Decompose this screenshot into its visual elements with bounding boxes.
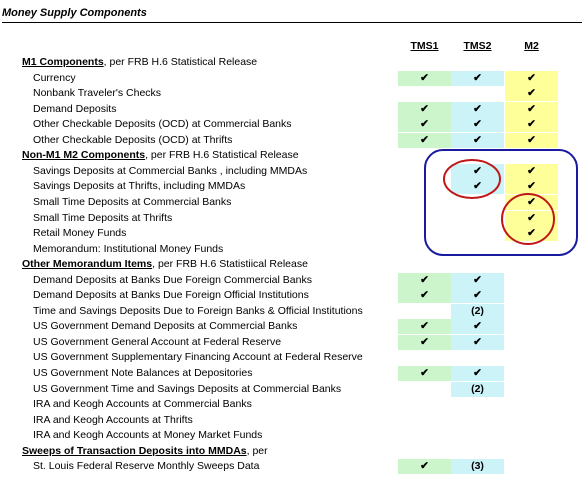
row-label: Demand Deposits at Banks Due Foreign Com…	[33, 273, 312, 286]
cell-mark: ✔	[398, 366, 451, 381]
cell-mark: ✔	[398, 101, 451, 117]
cell-mark: ✔	[398, 319, 451, 335]
cell-mark: ✔	[505, 86, 558, 102]
row-label: Retail Money Funds	[33, 227, 127, 240]
cell-mark: ✔	[398, 272, 451, 288]
section-heading: Non-M1 M2 Components, per FRB H.6 Statis…	[22, 148, 299, 162]
cell-mark: ✔	[451, 288, 504, 304]
section-heading: Other Memorandum Items, per FRB H.6 Stat…	[22, 257, 308, 271]
section-title: M1 Components	[22, 56, 104, 68]
cell-mark: ✔	[398, 459, 451, 475]
cell-mark: ✔	[451, 117, 504, 133]
section-title: Non-M1 M2 Components	[22, 149, 146, 162]
cell-mark: ✔	[505, 117, 558, 133]
section-heading: Sweeps of Transaction Deposits into MMDA…	[22, 444, 268, 458]
row-label: US Government Time and Savings Deposits …	[33, 382, 342, 395]
section-note: , per FRB H.6 Statistical Release	[145, 149, 299, 162]
cell-mark: ✔	[398, 334, 451, 350]
cell-mark: ✔	[451, 334, 504, 350]
cell-mark: ✔	[451, 366, 504, 381]
column-header: TMS2	[463, 40, 492, 52]
row-label: Savings Deposits at Thrifts, including M…	[33, 180, 246, 193]
section-title: Other Memorandum Items	[22, 258, 153, 271]
cell-mark: ✔	[505, 70, 558, 86]
cell-mark: ✔	[505, 226, 558, 242]
cell-mark: ✔	[451, 132, 504, 148]
cell-mark: (2)	[451, 381, 504, 397]
cell-mark: ✔	[398, 117, 451, 133]
cell-mark: ✔	[505, 101, 558, 117]
row-label: IRA and Keogh Accounts at Money Market F…	[33, 429, 263, 442]
row-label: Nonbank Traveler's Checks	[33, 87, 162, 100]
row-label: Other Checkable Deposits (OCD) at Commer…	[33, 118, 292, 131]
cell-mark: ✔	[505, 194, 558, 210]
column-header: M2	[524, 40, 539, 52]
section-note: , per	[246, 444, 268, 457]
cell-mark: ✔	[451, 101, 504, 117]
cell-mark: ✔	[451, 179, 504, 195]
row-label: US Government Supplementary Financing Ac…	[33, 351, 363, 364]
row-label: Other Checkable Deposits (OCD) at Thrift…	[33, 133, 233, 146]
title: Money Supply Components	[2, 7, 147, 19]
cell-mark: ✔	[505, 163, 558, 179]
row-label: US Government Demand Deposits at Commerc…	[33, 320, 298, 333]
row-label: Currency	[33, 71, 76, 84]
cell-mark: ✔	[451, 70, 504, 86]
title-rule	[2, 22, 582, 23]
cell-mark: ✔	[505, 210, 558, 226]
cell-mark: ✔	[398, 132, 451, 148]
row-label: St. Louis Federal Reserve Monthly Sweeps…	[33, 460, 260, 473]
section-title: Sweeps of Transaction Deposits into MMDA…	[22, 444, 247, 457]
row-label: Savings Deposits at Commercial Banks , i…	[33, 164, 308, 177]
row-label: Small Time Deposits at Thrifts	[33, 211, 173, 224]
cell-mark: ✔	[451, 163, 504, 179]
section-heading: M1 Components, per FRB H.6 Statistical R…	[22, 55, 257, 69]
row-label: Small Time Deposits at Commercial Banks	[33, 195, 232, 208]
cell-mark: ✔	[398, 288, 451, 304]
row-label: IRA and Keogh Accounts at Commercial Ban…	[33, 398, 252, 411]
cell-mark: ✔	[451, 319, 504, 335]
cell-mark: ✔	[451, 272, 504, 288]
section-note: , per FRB H.6 Statistiical Release	[152, 258, 308, 271]
row-label: Memorandum: Institutional Money Funds	[33, 242, 224, 255]
row-label: US Government Note Balances at Depositor…	[33, 367, 253, 379]
row-label: Time and Savings Deposits Due to Foreign…	[33, 304, 363, 317]
section-note: , per FRB H.6 Statistical Release	[103, 56, 258, 68]
row-label: Demand Deposits	[33, 102, 117, 115]
row-label: US Government General Account at Federal…	[33, 335, 282, 348]
cell-mark: ✔	[398, 70, 451, 86]
cell-mark: (2)	[451, 303, 504, 319]
cell-mark: (3)	[451, 459, 504, 475]
row-label: Demand Deposits at Banks Due Foreign Off…	[33, 289, 309, 302]
row-label: IRA and Keogh Accounts at Thrifts	[33, 413, 193, 426]
cell-mark: ✔	[505, 179, 558, 195]
column-header: TMS1	[410, 40, 439, 52]
cell-mark: ✔	[505, 132, 558, 148]
